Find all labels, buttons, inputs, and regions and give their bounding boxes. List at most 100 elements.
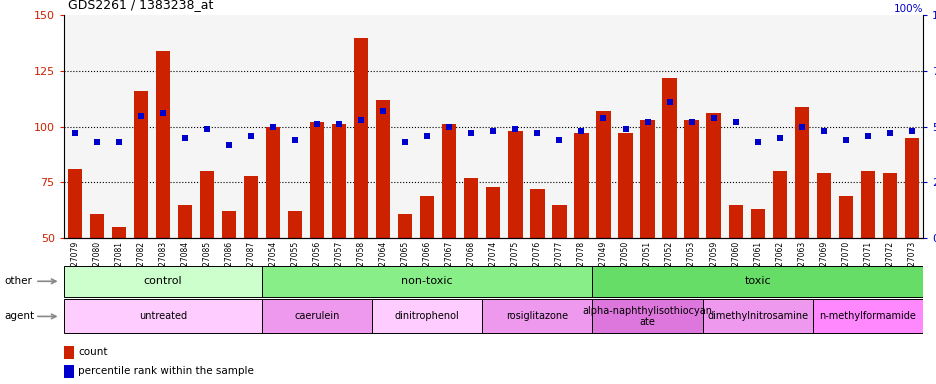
Point	[463, 130, 478, 136]
Bar	[463, 178, 478, 349]
Point	[683, 119, 698, 125]
Text: n-methylformamide: n-methylformamide	[819, 311, 915, 321]
Bar	[111, 227, 125, 349]
Bar	[592, 300, 702, 333]
Bar	[750, 209, 764, 349]
Bar	[812, 300, 922, 333]
Point	[903, 128, 918, 134]
Point	[859, 132, 874, 139]
Bar	[683, 120, 698, 349]
Point	[375, 108, 390, 114]
Bar	[178, 205, 192, 349]
Bar	[662, 78, 676, 349]
Point	[199, 126, 214, 132]
Point	[177, 135, 192, 141]
Point	[595, 115, 610, 121]
Bar	[772, 171, 786, 349]
Point	[397, 139, 412, 146]
Point	[530, 130, 545, 136]
Point	[815, 128, 830, 134]
Bar	[287, 211, 302, 349]
Point	[89, 139, 104, 146]
Point	[750, 139, 765, 146]
Bar	[592, 266, 922, 297]
Bar	[372, 300, 482, 333]
Bar	[262, 266, 592, 297]
Bar	[530, 189, 544, 349]
Bar	[266, 127, 280, 349]
Bar	[639, 120, 654, 349]
Point	[419, 132, 434, 139]
Point	[706, 115, 721, 121]
Bar	[816, 174, 830, 349]
Text: rosiglitazone: rosiglitazone	[505, 311, 568, 321]
Bar	[882, 174, 896, 349]
Bar	[486, 187, 500, 349]
Point	[794, 124, 809, 130]
Bar	[574, 133, 588, 349]
Text: non-toxic: non-toxic	[401, 276, 453, 286]
Point	[727, 119, 742, 125]
Point	[882, 130, 897, 136]
Bar	[199, 171, 213, 349]
Bar	[354, 38, 368, 349]
Point	[265, 124, 280, 130]
Text: dimethylnitrosamine: dimethylnitrosamine	[707, 311, 808, 321]
Text: control: control	[143, 276, 182, 286]
Point	[111, 139, 126, 146]
Text: alpha-naphthylisothiocyan
ate: alpha-naphthylisothiocyan ate	[582, 306, 711, 327]
Text: count: count	[79, 347, 108, 357]
Bar	[64, 266, 262, 297]
Bar	[482, 300, 592, 333]
Bar	[794, 107, 808, 349]
Bar	[262, 300, 372, 333]
Text: caerulein: caerulein	[294, 311, 340, 321]
Bar	[727, 205, 742, 349]
Bar	[64, 346, 73, 359]
Point	[67, 130, 82, 136]
Bar	[442, 124, 456, 349]
Bar	[904, 138, 918, 349]
Text: dinitrophenol: dinitrophenol	[394, 311, 460, 321]
Bar	[310, 122, 324, 349]
Point	[771, 135, 786, 141]
Bar	[64, 300, 262, 333]
Bar	[618, 133, 632, 349]
Text: GDS2261 / 1383238_at: GDS2261 / 1383238_at	[68, 0, 213, 12]
Bar	[860, 171, 874, 349]
Point	[155, 110, 170, 116]
Point	[485, 128, 500, 134]
Point	[662, 99, 677, 105]
Text: untreated: untreated	[139, 311, 186, 321]
Text: toxic: toxic	[743, 276, 770, 286]
Text: 100%: 100%	[893, 4, 922, 14]
Point	[838, 137, 853, 143]
Point	[133, 113, 148, 119]
Text: other: other	[5, 276, 33, 286]
Point	[353, 117, 368, 123]
Bar	[64, 365, 73, 378]
Point	[221, 141, 236, 147]
Bar	[243, 176, 258, 349]
Bar	[222, 211, 236, 349]
Point	[507, 126, 522, 132]
Bar	[706, 113, 720, 349]
Bar	[90, 214, 104, 349]
Bar	[134, 91, 148, 349]
Bar	[702, 300, 812, 333]
Bar	[551, 205, 566, 349]
Text: percentile rank within the sample: percentile rank within the sample	[79, 366, 254, 376]
Bar	[375, 100, 390, 349]
Point	[243, 132, 258, 139]
Point	[441, 124, 456, 130]
Bar	[507, 131, 522, 349]
Point	[331, 121, 346, 127]
Text: agent: agent	[5, 311, 35, 321]
Point	[309, 121, 324, 127]
Point	[574, 128, 589, 134]
Point	[639, 119, 654, 125]
Bar	[331, 124, 346, 349]
Bar	[595, 111, 610, 349]
Point	[551, 137, 566, 143]
Point	[287, 137, 302, 143]
